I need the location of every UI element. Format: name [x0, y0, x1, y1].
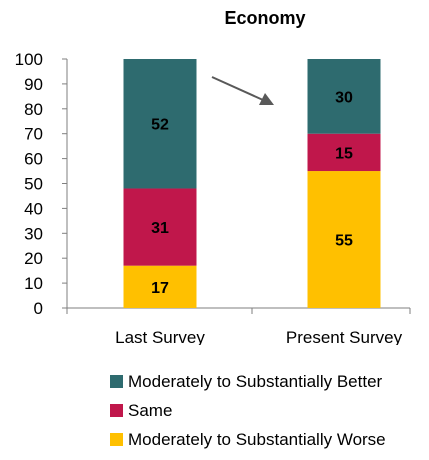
legend-swatch-worse: [110, 433, 123, 446]
y-tick-label: 90: [24, 75, 43, 94]
data-label: 15: [335, 145, 353, 162]
trend-arrow-head: [259, 93, 274, 105]
legend-swatch-same: [110, 404, 123, 417]
legend-label-same: Same: [128, 400, 173, 420]
bar-segment: [307, 133, 381, 172]
y-tick-label: 40: [24, 199, 43, 218]
data-label: 30: [335, 89, 353, 106]
legend-item-better: Moderately to Substantially Better: [110, 368, 386, 395]
legend-label-better: Moderately to Substantially Better: [128, 371, 383, 391]
bar-segment: [123, 59, 197, 189]
data-label: 55: [335, 233, 353, 250]
y-tick-label: 80: [24, 100, 43, 119]
legend-item-worse: Moderately to Substantially Worse: [110, 426, 386, 453]
y-tick-label: 0: [34, 299, 43, 318]
legend: Moderately to Substantially Better Same …: [110, 368, 386, 455]
chart-title: Economy: [224, 8, 305, 28]
stacked-bar-chart: Economy 0 10 20 30 40 50 60 70 80 90 100 Last Surve…: [15, 8, 411, 345]
y-tick-label: 10: [24, 274, 43, 293]
legend-swatch-better: [110, 375, 123, 388]
y-tick-label: 70: [24, 125, 43, 144]
bar-segment: [307, 59, 381, 134]
y-tick-label: 30: [24, 224, 43, 243]
y-tick-label: 20: [24, 249, 43, 268]
legend-item-same: Same: [110, 397, 386, 424]
y-tick-label: 100: [15, 50, 43, 69]
x-tick-label: Present Survey: [286, 328, 403, 345]
bar-segment: [307, 171, 381, 308]
data-label: 31: [151, 220, 169, 237]
axes: 0 10 20 30 40 50 60 70 80 90 100 Last Survey Present…: [15, 50, 411, 345]
bar-segment: [123, 188, 197, 266]
bar-segment: [123, 265, 197, 308]
y-tick-label: 50: [24, 175, 43, 194]
legend-label-worse: Moderately to Substantially Worse: [128, 429, 386, 449]
x-tick-label: Last Survey: [115, 328, 205, 345]
y-tick-label: 60: [24, 150, 43, 169]
trend-arrow: [211, 76, 274, 105]
bars: 17 31 52 55 15 30: [123, 59, 381, 308]
trend-arrow-line: [211, 76, 264, 101]
data-label: 17: [151, 280, 169, 297]
data-label: 52: [151, 117, 169, 134]
